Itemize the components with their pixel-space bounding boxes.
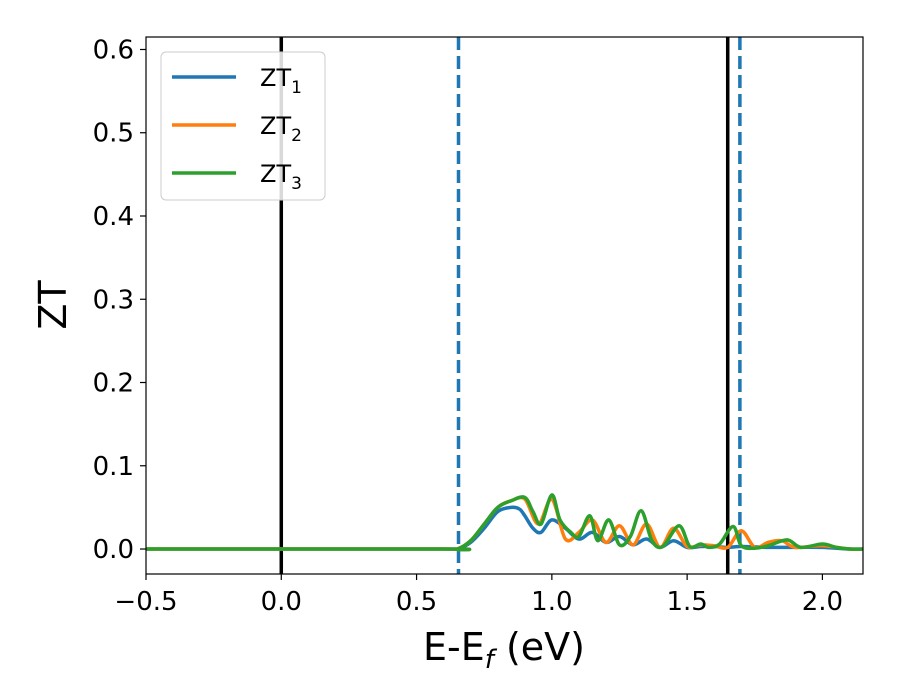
legend-label-subscript: 3 — [291, 174, 302, 194]
series-line-zt1 — [146, 505, 863, 552]
reference-lines — [279, 37, 742, 574]
series-line-zt2 — [146, 495, 863, 552]
legend-label-subscript: 1 — [291, 78, 302, 98]
legend-box — [160, 51, 326, 201]
y-tick-label: 0.2 — [93, 369, 134, 399]
y-tick-label: 0.1 — [93, 452, 134, 482]
y-tick-label: 0.4 — [93, 202, 134, 232]
y-tick-label: 0.3 — [93, 285, 134, 315]
legend-label-main: ZT — [260, 160, 291, 188]
legend-label-main: ZT — [260, 64, 291, 92]
legend-label-main: ZT — [260, 112, 291, 140]
x-tick-label: 2.0 — [802, 587, 843, 617]
legend-label-zt1: ZT1 — [260, 64, 302, 98]
y-axis-label: ZT — [31, 280, 75, 330]
x-tick-label: −0.5 — [114, 587, 177, 617]
y-tick-label: 0.5 — [93, 119, 134, 149]
series-lines — [146, 493, 863, 552]
x-tick-label: 1.0 — [531, 587, 572, 617]
y-tick-label: 0.0 — [93, 535, 134, 565]
series-line-zt3 — [146, 493, 863, 552]
plot-frame — [145, 36, 864, 575]
legend-label-zt3: ZT3 — [260, 160, 302, 194]
y-axis: 0.0 0.1 0.2 0.3 0.4 0.5 0.6 — [93, 35, 146, 565]
x-tick-label: 0.0 — [261, 587, 302, 617]
y-tick-label: 0.6 — [93, 35, 134, 65]
x-axis: −0.5 0.0 0.5 1.0 1.5 2.0 — [114, 574, 843, 617]
legend-label-zt2: ZT2 — [260, 112, 302, 146]
x-tick-label: 1.5 — [666, 587, 707, 617]
legend-label-subscript: 2 — [291, 126, 302, 146]
x-tick-label: 0.5 — [396, 587, 437, 617]
x-axis-label-unit: (eV) — [494, 625, 585, 669]
x-axis-label: E-Ef (eV) — [423, 625, 585, 675]
